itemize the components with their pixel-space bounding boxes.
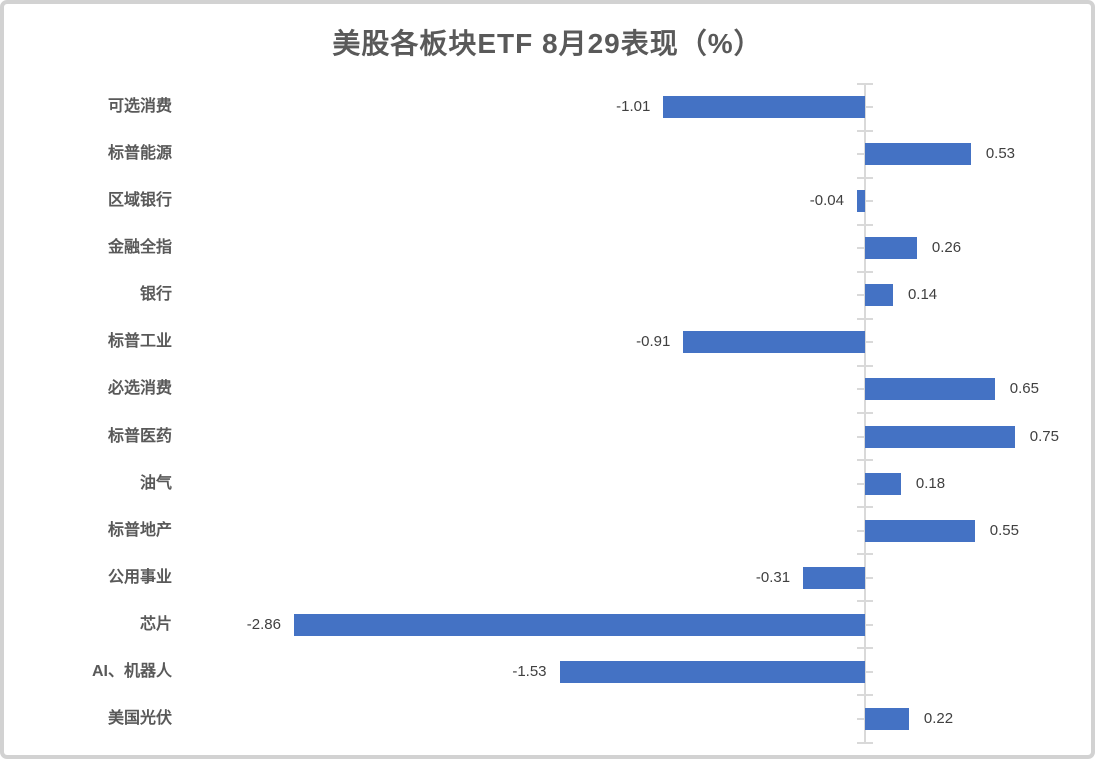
bar (865, 378, 995, 401)
value-label: 0.22 (923, 709, 954, 727)
axis-tick (857, 647, 873, 650)
category-label: 公用事业 (107, 568, 172, 586)
bar (865, 237, 917, 260)
category-label: 必选消费 (107, 380, 172, 398)
axis-tick (857, 576, 873, 579)
axis-tick (857, 670, 873, 673)
bar (683, 331, 865, 354)
category-label: 银行 (139, 286, 172, 304)
category-label: 区域银行 (107, 192, 172, 210)
bar (865, 425, 1015, 448)
axis-tick (857, 341, 873, 344)
plot-area: 可选消费 -1.01 标普能源 0.53 区域银行 -0.04 金融全指 0.26 银行 0.14… (4, 4, 1091, 755)
value-label: -1.53 (512, 662, 547, 680)
value-label: 0.53 (985, 145, 1016, 163)
bar (865, 472, 901, 495)
axis-tick (857, 200, 873, 203)
value-label: 0.14 (907, 286, 938, 304)
axis-tick (857, 129, 873, 132)
axis-tick (857, 506, 873, 509)
category-label: 可选消费 (107, 98, 172, 116)
bar (865, 707, 909, 730)
category-label: 油气 (139, 474, 172, 492)
bar (865, 284, 893, 307)
value-label: 0.65 (1009, 380, 1039, 398)
category-label: AI、机器人 (91, 662, 172, 680)
axis-tick (857, 317, 873, 320)
value-label: -0.31 (755, 568, 791, 586)
axis-tick (857, 600, 873, 603)
value-label: 0.26 (931, 239, 962, 257)
axis-tick (857, 82, 873, 85)
axis-tick (857, 553, 873, 556)
value-label: -0.91 (636, 333, 671, 351)
value-label: -2.86 (246, 615, 281, 633)
category-label: 标普医药 (107, 427, 172, 445)
axis-tick (857, 270, 873, 273)
axis-tick (857, 176, 873, 179)
value-label: 0.55 (989, 521, 1019, 539)
category-label: 金融全指 (107, 239, 172, 257)
bar (663, 96, 865, 119)
value-label: 0.75 (1029, 427, 1059, 445)
axis-tick (857, 223, 873, 226)
axis-tick (857, 364, 873, 367)
chart-title: 美股各板块ETF 8月29表现（%） (332, 28, 763, 59)
bar (857, 190, 865, 213)
category-label: 芯片 (139, 615, 172, 633)
bar (559, 660, 865, 683)
category-label: 标普地产 (107, 521, 172, 539)
value-label: -0.04 (809, 192, 844, 210)
category-label: 标普能源 (107, 145, 172, 163)
value-label: 0.18 (915, 474, 946, 492)
axis-tick (857, 106, 873, 109)
bar (294, 613, 865, 636)
bar (865, 143, 971, 166)
axis-tick (857, 694, 873, 697)
bar (803, 566, 865, 589)
axis-tick (857, 623, 873, 626)
axis-tick (857, 741, 873, 744)
value-label: -1.01 (616, 98, 651, 116)
category-label: 美国光伏 (107, 709, 172, 727)
axis-tick (857, 412, 873, 414)
category-label: 标普工业 (107, 333, 172, 351)
axis-tick (857, 459, 873, 462)
bar (865, 519, 975, 542)
